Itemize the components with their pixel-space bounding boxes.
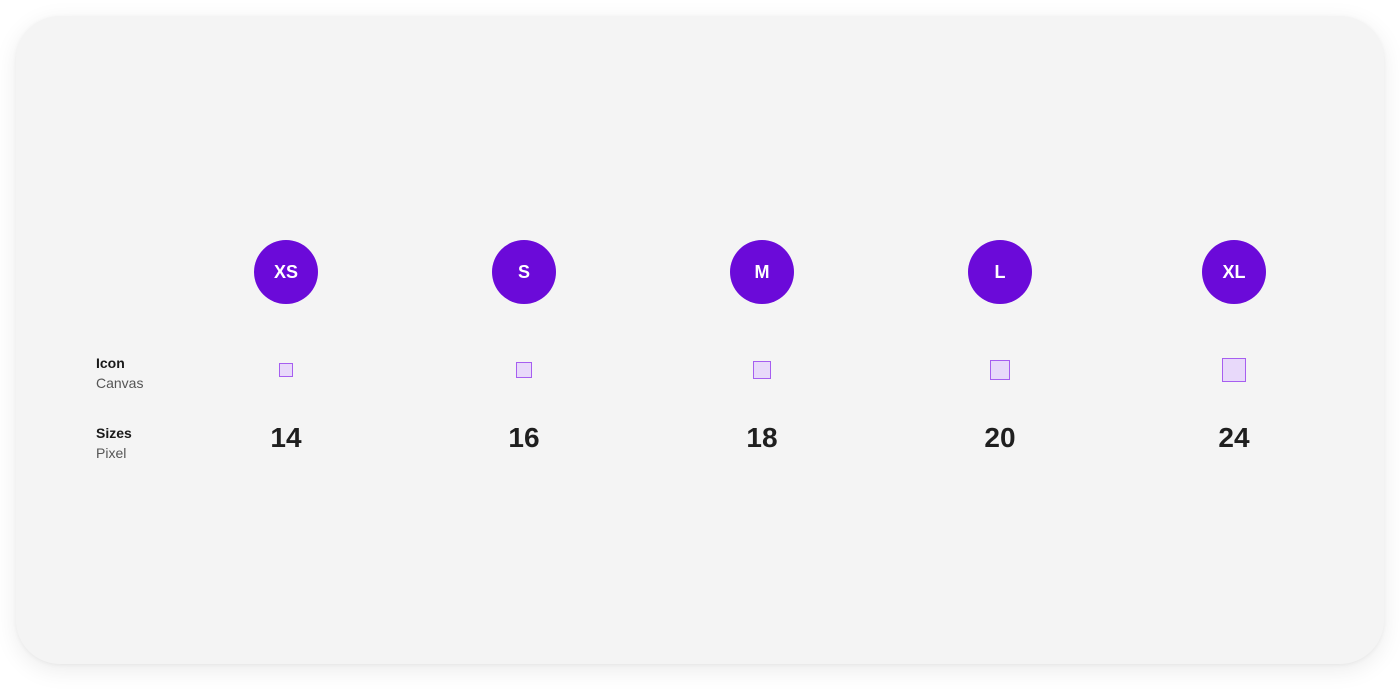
canvas-swatch-l: [990, 360, 1010, 380]
size-badge-s: S: [492, 240, 556, 304]
row-label-icon: Icon Canvas: [96, 354, 143, 392]
row-label-icon-title: Icon: [96, 354, 143, 372]
size-badge-label: L: [995, 262, 1006, 283]
size-value-l: 20: [984, 422, 1015, 454]
size-badge-l: L: [968, 240, 1032, 304]
size-value-xl: 24: [1218, 422, 1249, 454]
size-badge-label: XL: [1222, 262, 1245, 283]
size-badge-label: XS: [274, 262, 298, 283]
size-badge-m: M: [730, 240, 794, 304]
spec-grid: Icon Canvas Sizes Pixel XS 14 S 16: [96, 16, 1324, 664]
canvas-swatch-xs: [279, 363, 293, 377]
row-label-sizes: Sizes Pixel: [96, 424, 132, 462]
size-badge-label: S: [518, 262, 530, 283]
canvas-swatch-s: [516, 362, 532, 378]
size-value-m: 18: [746, 422, 777, 454]
size-badge-xs: XS: [254, 240, 318, 304]
canvas-swatch-xl: [1222, 358, 1246, 382]
size-badge-xl: XL: [1202, 240, 1266, 304]
row-label-icon-subtitle: Canvas: [96, 374, 143, 392]
size-value-xs: 14: [270, 422, 301, 454]
size-value-s: 16: [508, 422, 539, 454]
row-label-sizes-subtitle: Pixel: [96, 444, 132, 462]
spec-card: Icon Canvas Sizes Pixel XS 14 S 16: [16, 16, 1384, 664]
size-badge-label: M: [755, 262, 770, 283]
row-label-sizes-title: Sizes: [96, 424, 132, 442]
canvas-swatch-m: [753, 361, 771, 379]
